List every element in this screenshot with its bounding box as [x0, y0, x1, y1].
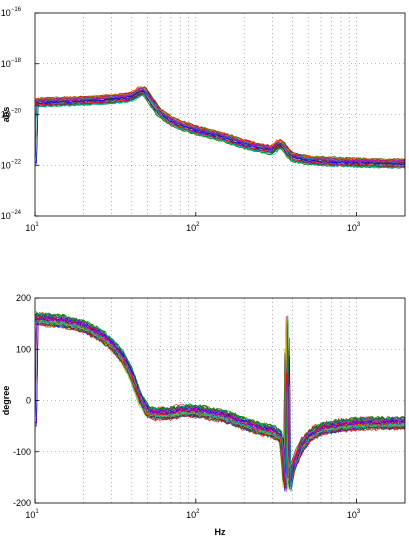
series-line: [35, 94, 405, 170]
series-line: [35, 319, 405, 489]
series-line: [35, 319, 405, 490]
magnitude-plot: 101 102 103 10−24 10−22 10−20 10−18 10−16 abs: [1, 7, 406, 233]
series-line: [35, 315, 405, 487]
series-line: [35, 321, 405, 492]
series-line: [35, 90, 405, 166]
series-line: [35, 319, 405, 488]
y-tick-label: 0: [26, 396, 31, 406]
y-tick-label: -200: [13, 498, 31, 508]
traces: [35, 310, 405, 493]
x-tick-label: 101: [25, 222, 39, 233]
y-tick-label: 10−20: [1, 109, 22, 120]
y-axis-label: abs: [1, 107, 11, 123]
x-tick-label: 103: [347, 509, 361, 520]
series-line: [35, 322, 405, 487]
series-line: [35, 92, 405, 168]
grid: [35, 298, 405, 503]
series-line: [35, 88, 405, 164]
y-tick-label: 100: [16, 344, 31, 354]
y-axis-label: degree: [1, 386, 11, 416]
traces: [35, 86, 405, 170]
y-tick-label: 200: [16, 293, 31, 303]
y-tick-label: 10−22: [1, 159, 22, 170]
series-line: [35, 315, 405, 478]
series-line: [35, 87, 405, 162]
y-tick-label: -100: [13, 447, 31, 457]
series-line: [35, 321, 405, 483]
y-tick-label: 10−24: [1, 210, 22, 221]
x-tick-label: 103: [347, 222, 361, 233]
y-tick-label: 10−18: [1, 58, 22, 69]
series-line: [35, 318, 405, 485]
x-tick-label: 102: [186, 222, 200, 233]
y-tick-label: 10−16: [1, 7, 22, 18]
x-tick-label: 102: [186, 509, 200, 520]
grid: [35, 13, 405, 216]
x-axis-label: Hz: [215, 527, 226, 537]
x-tick-label: 101: [25, 509, 39, 520]
series-line: [35, 313, 405, 478]
phase-plot: 101 102 103 -200 -100 0 100 200 degree Hz: [1, 293, 406, 537]
series-line: [35, 316, 405, 487]
series-line: [35, 319, 405, 490]
series-line: [35, 316, 405, 485]
series-line: [35, 94, 405, 169]
